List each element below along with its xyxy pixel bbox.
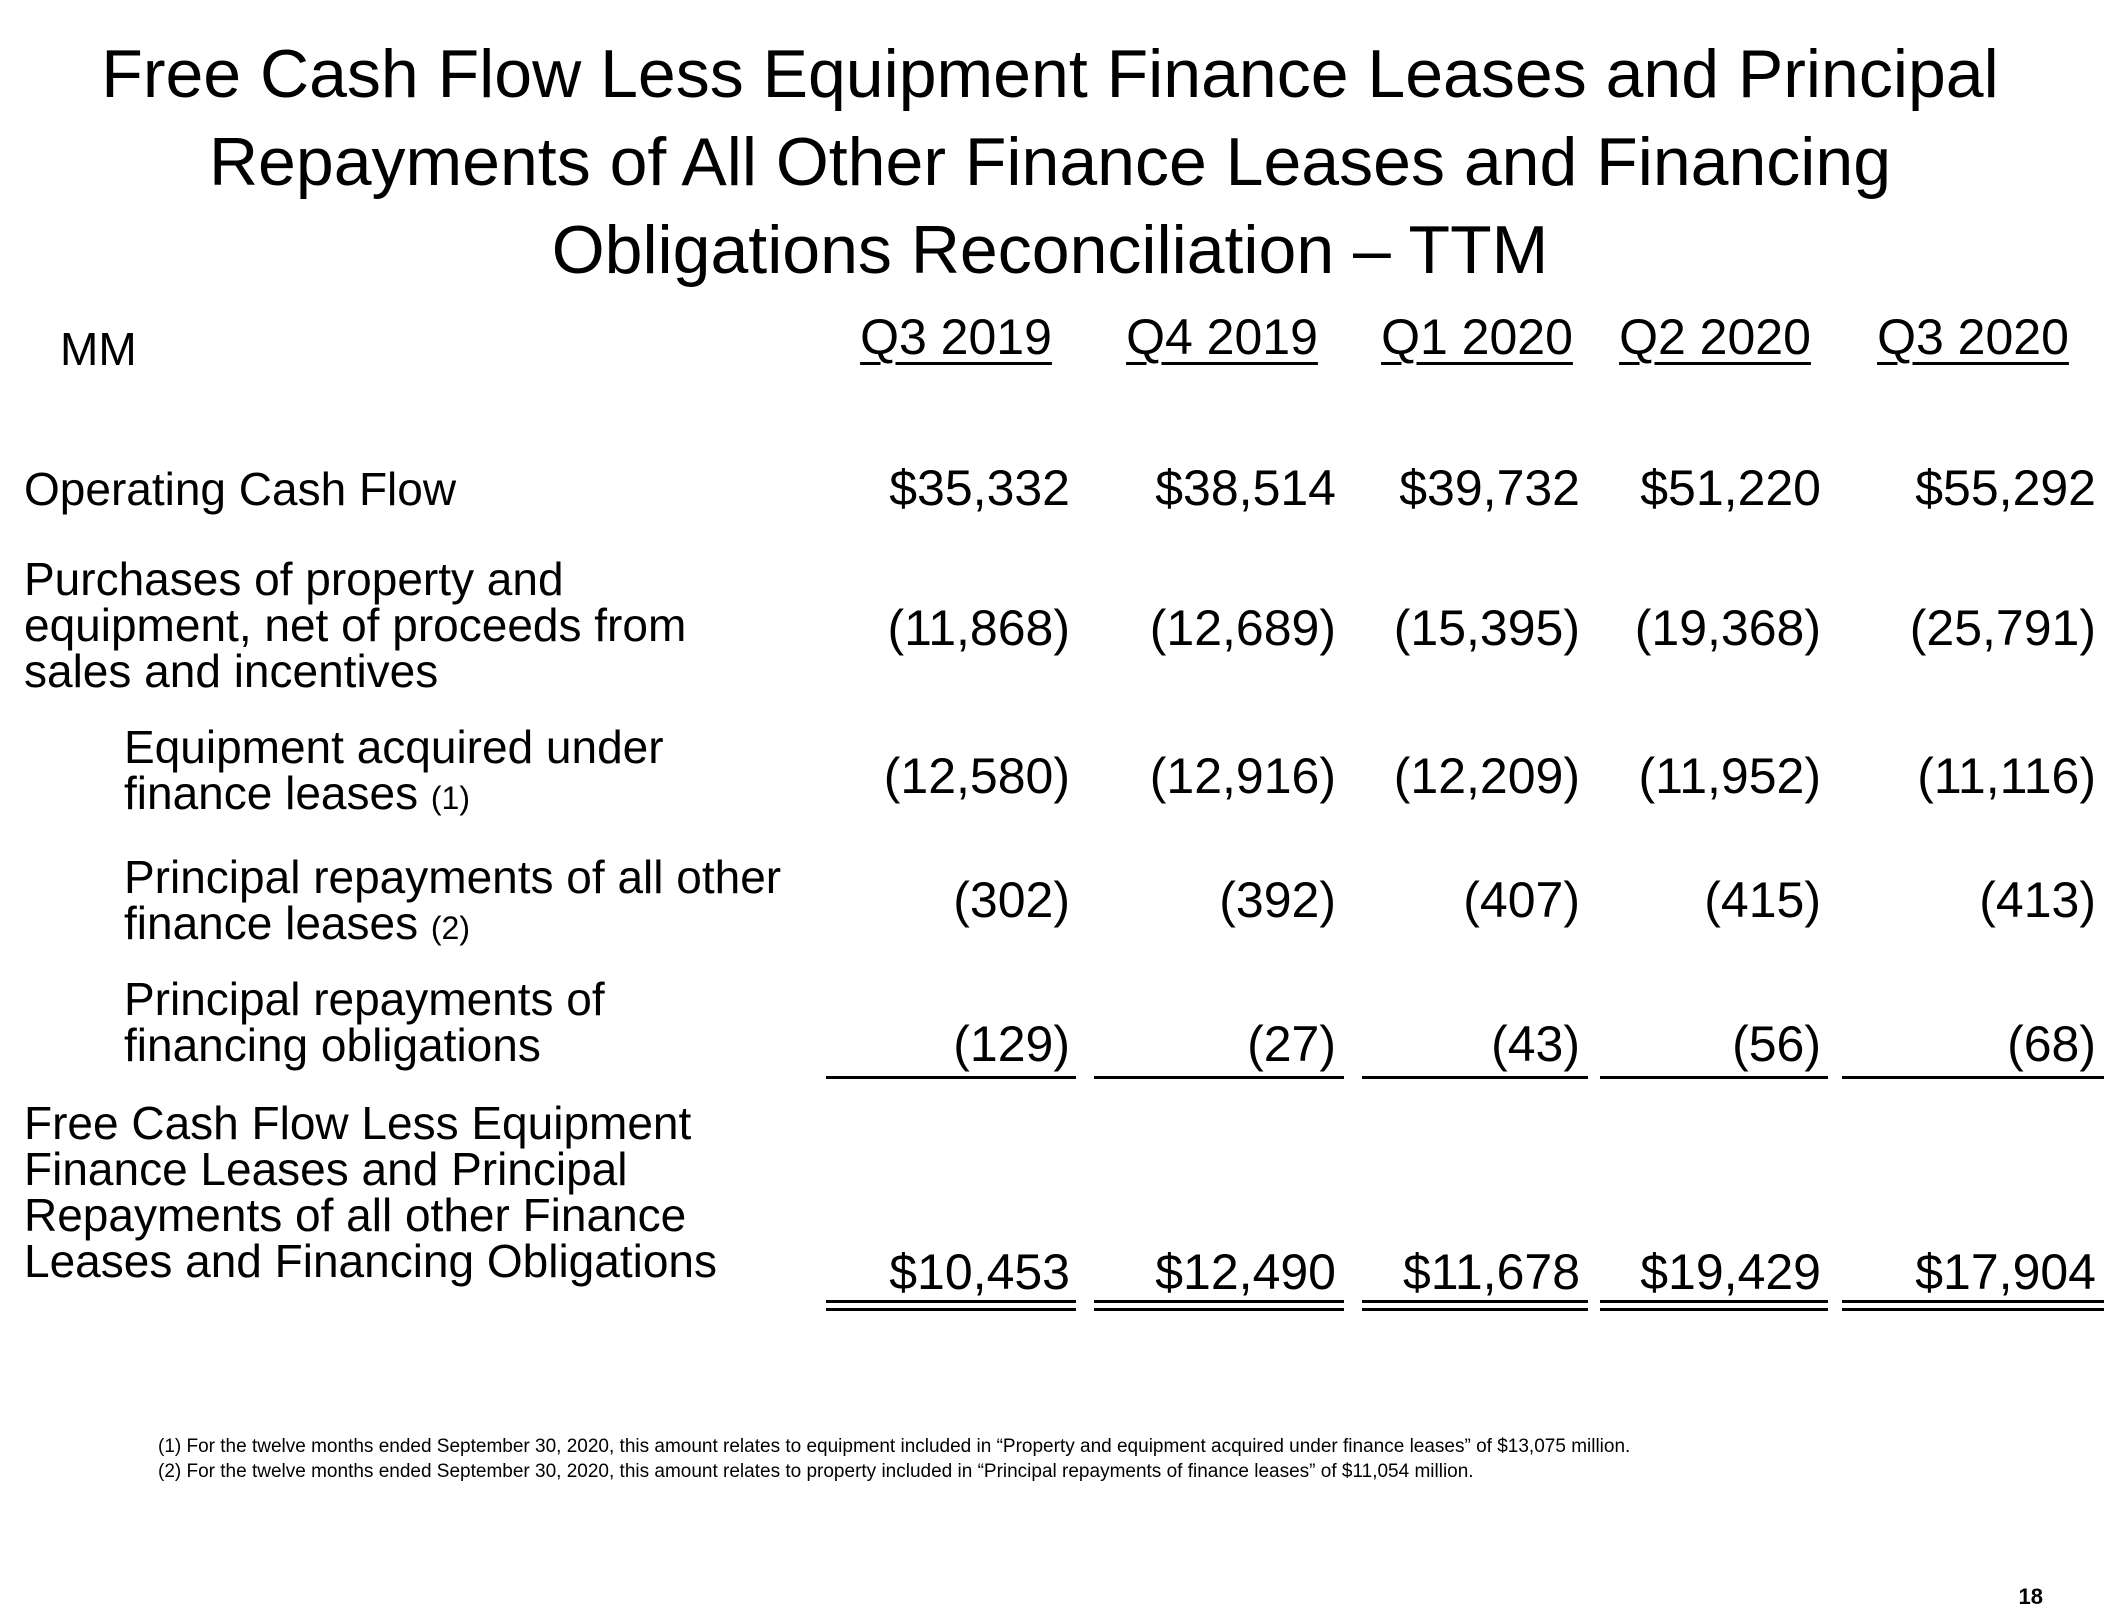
table-cell: (68) <box>2007 1016 2096 1072</box>
units-label: MM <box>60 323 137 375</box>
total-double-rule <box>1094 1300 1344 1311</box>
table-cell: (56) <box>1732 1016 1821 1072</box>
table-cell: (407) <box>1463 872 1580 928</box>
row-label-purchases-of-property: Purchases of property and equipment, net… <box>24 553 687 697</box>
table-cell: (12,916) <box>1149 748 1336 804</box>
row-label-principal-repayments-finance-leases: Principal repayments of all other financ… <box>124 851 782 949</box>
table-cell: $10,453 <box>889 1244 1070 1300</box>
total-double-rule <box>1600 1300 1828 1311</box>
table-cell: $17,904 <box>1915 1244 2096 1300</box>
row-label-free-cash-flow-total: Free Cash Flow Less Equipment Finance Le… <box>24 1097 718 1287</box>
table-cell: (12,580) <box>883 748 1070 804</box>
table-cell: $19,429 <box>1640 1244 1821 1300</box>
footnote-ref: (2) <box>430 910 470 946</box>
table-cell: (129) <box>953 1016 1070 1072</box>
table-cell: (43) <box>1491 1016 1580 1072</box>
table-cell: $35,332 <box>889 460 1070 516</box>
table-cell: (25,791) <box>1909 600 2096 656</box>
table-cell: (15,395) <box>1393 600 1580 656</box>
table-cell: (12,689) <box>1149 600 1336 656</box>
table-cell: (11,868) <box>887 600 1070 656</box>
row-label-principal-repayments-financing-obligations: Principal repayments of financing obliga… <box>124 973 605 1071</box>
table-cell: (19,368) <box>1634 600 1821 656</box>
column-header-q4-2019: Q4 2019 <box>1126 309 1318 365</box>
footnote-1: (1) For the twelve months ended Septembe… <box>158 1436 1631 1457</box>
row-label-operating-cash-flow: Operating Cash Flow <box>24 463 457 515</box>
column-header-q3-2020: Q3 2020 <box>1877 309 2069 365</box>
table-cell: $38,514 <box>1155 460 1336 516</box>
subtotal-rule <box>1600 1076 1828 1079</box>
footnote-2: (2) For the twelve months ended Septembe… <box>158 1461 1474 1482</box>
page-number: 18 <box>2018 1584 2043 1609</box>
column-header-q2-2020: Q2 2020 <box>1619 309 1811 365</box>
total-double-rule <box>826 1300 1076 1311</box>
subtotal-rule <box>1362 1076 1588 1079</box>
table-cell: (11,116) <box>1917 748 2096 804</box>
table-cell: (392) <box>1219 872 1336 928</box>
subtotal-rule <box>1842 1076 2104 1079</box>
subtotal-rule <box>826 1076 1076 1079</box>
row-label-equipment-acquired: Equipment acquired under finance leases … <box>124 721 664 819</box>
subtotal-rule <box>1094 1076 1344 1079</box>
page-title: Free Cash Flow Less Equipment Finance Le… <box>40 30 2060 294</box>
table-cell: (11,952) <box>1638 748 1821 804</box>
total-double-rule <box>1362 1300 1588 1311</box>
table-cell: $51,220 <box>1640 460 1821 516</box>
title-line-2: Repayments of All Other Finance Leases a… <box>208 124 1892 200</box>
title-line-3: Obligations Reconciliation – TTM <box>551 212 1549 288</box>
column-header-q3-2019: Q3 2019 <box>860 309 1052 365</box>
table-cell: (27) <box>1247 1016 1336 1072</box>
table-cell: (12,209) <box>1393 748 1580 804</box>
table-cell: $55,292 <box>1915 460 2096 516</box>
title-line-1: Free Cash Flow Less Equipment Finance Le… <box>101 36 1999 112</box>
column-header-q1-2020: Q1 2020 <box>1381 309 1573 365</box>
total-double-rule <box>1842 1300 2104 1311</box>
table-cell: (413) <box>1979 872 2096 928</box>
table-cell: $12,490 <box>1155 1244 1336 1300</box>
footnote-ref: (1) <box>430 780 470 816</box>
table-cell: $39,732 <box>1399 460 1580 516</box>
footnotes: (1) For the twelve months ended Septembe… <box>158 1434 1630 1484</box>
table-cell: (302) <box>953 872 1070 928</box>
table-cell: (415) <box>1704 872 1821 928</box>
table-cell: $11,678 <box>1402 1244 1580 1300</box>
